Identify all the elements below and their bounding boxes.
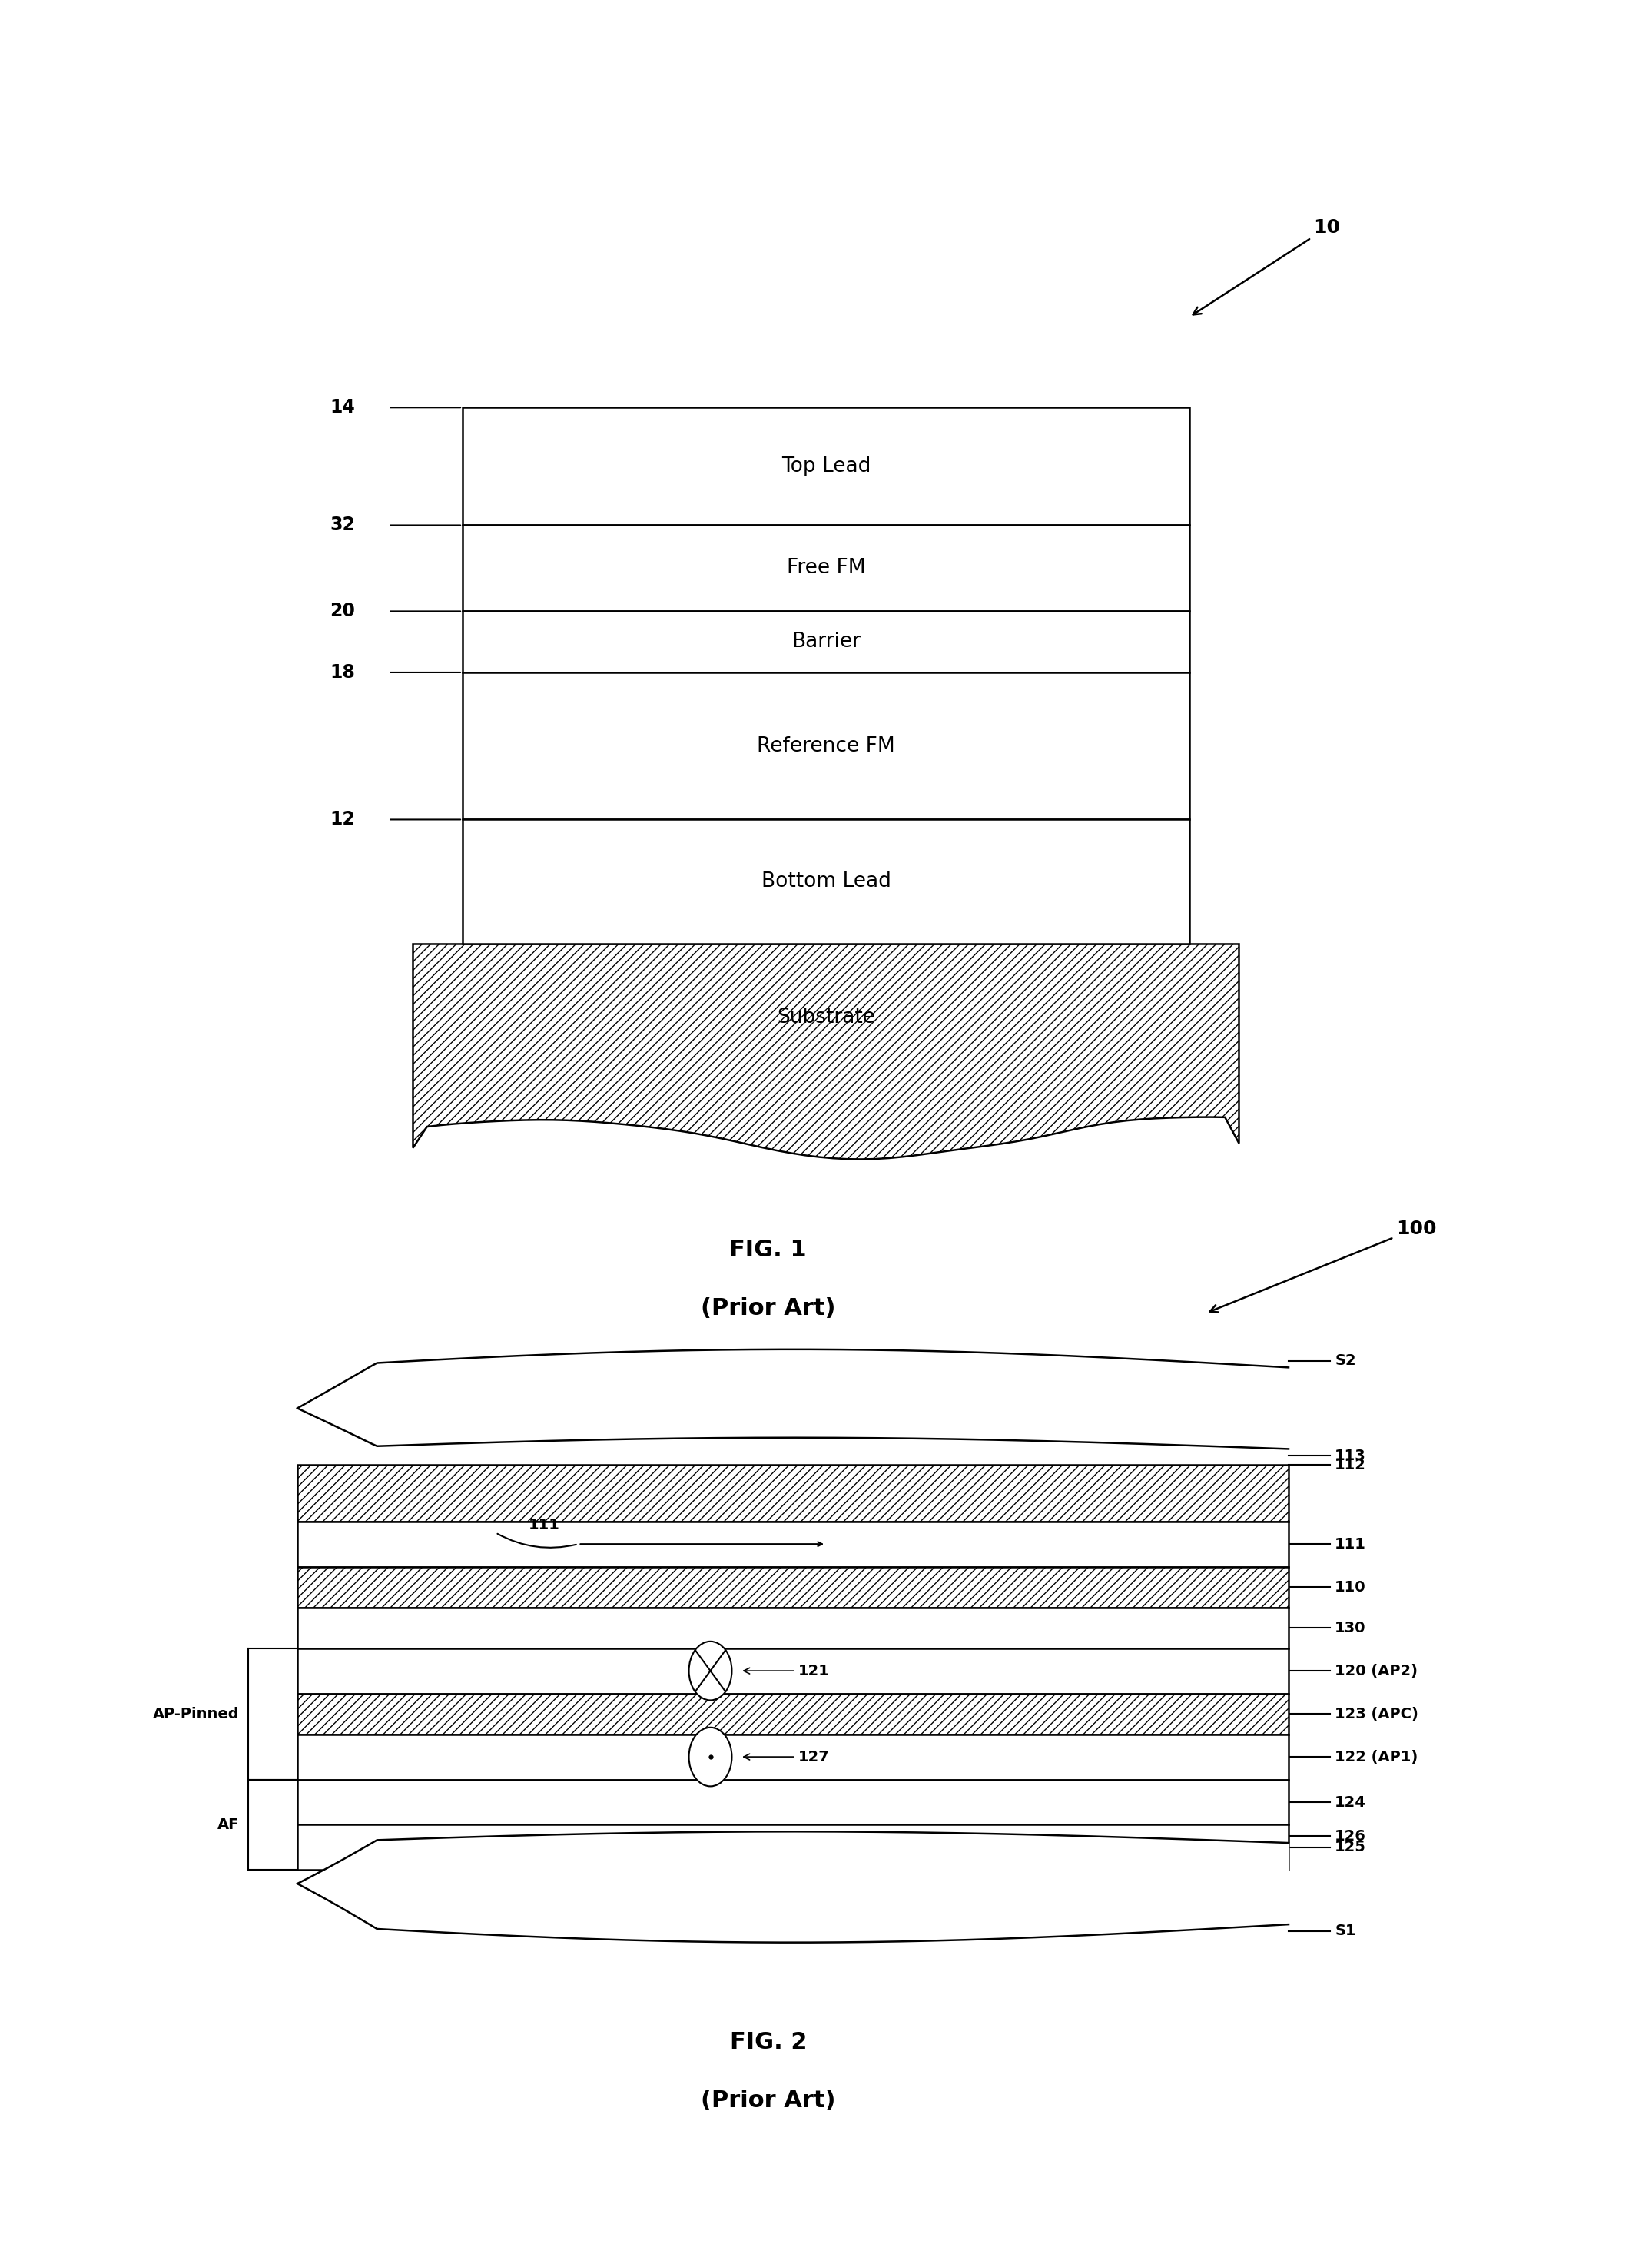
Bar <box>297 1465 1289 1521</box>
Bar <box>297 1780 1289 1825</box>
Bar <box>463 820 1189 944</box>
Text: 111: 111 <box>529 1519 560 1533</box>
Text: 122 (AP1): 122 (AP1) <box>1335 1750 1417 1764</box>
Bar <box>463 672 1189 820</box>
Text: (Prior Art): (Prior Art) <box>700 1297 836 1320</box>
Text: 112: 112 <box>1335 1458 1366 1472</box>
Bar <box>297 1648 1289 1693</box>
Bar <box>297 1693 1289 1734</box>
Text: 110: 110 <box>1335 1580 1366 1594</box>
Text: FIG. 2: FIG. 2 <box>730 2031 806 2053</box>
Text: Bottom Lead: Bottom Lead <box>762 872 890 892</box>
Circle shape <box>689 1641 732 1700</box>
Bar <box>463 611 1189 672</box>
Bar <box>463 525 1189 611</box>
Circle shape <box>689 1727 732 1786</box>
Text: 12: 12 <box>330 811 355 829</box>
Bar <box>297 1825 1289 1870</box>
Text: 124: 124 <box>1335 1795 1366 1809</box>
Text: Barrier: Barrier <box>791 632 861 652</box>
Bar <box>463 408 1189 525</box>
Text: 127: 127 <box>743 1750 829 1764</box>
Text: (Prior Art): (Prior Art) <box>700 2090 836 2112</box>
Text: $\it{l}_s$: $\it{l}_s$ <box>1252 1875 1264 1893</box>
Text: $\it{l}_s$: $\it{l}_s$ <box>322 1875 334 1893</box>
Bar <box>297 1607 1289 1648</box>
Text: AP-Pinned: AP-Pinned <box>154 1707 240 1721</box>
Text: $\it{l}_s$: $\it{l}_s$ <box>1252 1392 1264 1410</box>
Text: Top Lead: Top Lead <box>781 457 871 475</box>
Text: Free FM: Free FM <box>786 559 866 577</box>
Text: $\it{l}_s$: $\it{l}_s$ <box>322 1392 334 1410</box>
Text: 111: 111 <box>1335 1537 1366 1551</box>
Text: 126: 126 <box>1335 1829 1366 1843</box>
Text: S2: S2 <box>1335 1354 1356 1367</box>
Text: 130: 130 <box>1335 1621 1366 1635</box>
Text: 20: 20 <box>330 602 355 620</box>
Text: 123 (APC): 123 (APC) <box>1335 1707 1419 1721</box>
Bar <box>297 1567 1289 1607</box>
Text: 121: 121 <box>743 1664 829 1678</box>
Text: 120 (AP2): 120 (AP2) <box>1335 1664 1417 1678</box>
Text: 32: 32 <box>330 516 355 534</box>
Bar <box>297 1734 1289 1780</box>
Text: Reference FM: Reference FM <box>757 736 895 756</box>
Text: 113: 113 <box>1335 1449 1366 1463</box>
Text: 100: 100 <box>1209 1220 1436 1313</box>
Text: S1: S1 <box>1335 1924 1356 1938</box>
Text: FIG. 1: FIG. 1 <box>730 1238 806 1261</box>
Text: 14: 14 <box>330 398 355 417</box>
Polygon shape <box>413 944 1239 1159</box>
Text: 125: 125 <box>1335 1841 1366 1854</box>
Text: AF: AF <box>218 1818 240 1832</box>
Text: Substrate: Substrate <box>776 1007 876 1028</box>
Text: 18: 18 <box>330 663 355 681</box>
Text: 10: 10 <box>1193 220 1340 315</box>
Bar <box>297 1521 1289 1567</box>
